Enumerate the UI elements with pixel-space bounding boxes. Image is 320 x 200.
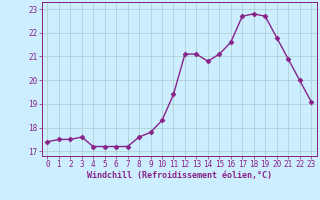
X-axis label: Windchill (Refroidissement éolien,°C): Windchill (Refroidissement éolien,°C): [87, 171, 272, 180]
